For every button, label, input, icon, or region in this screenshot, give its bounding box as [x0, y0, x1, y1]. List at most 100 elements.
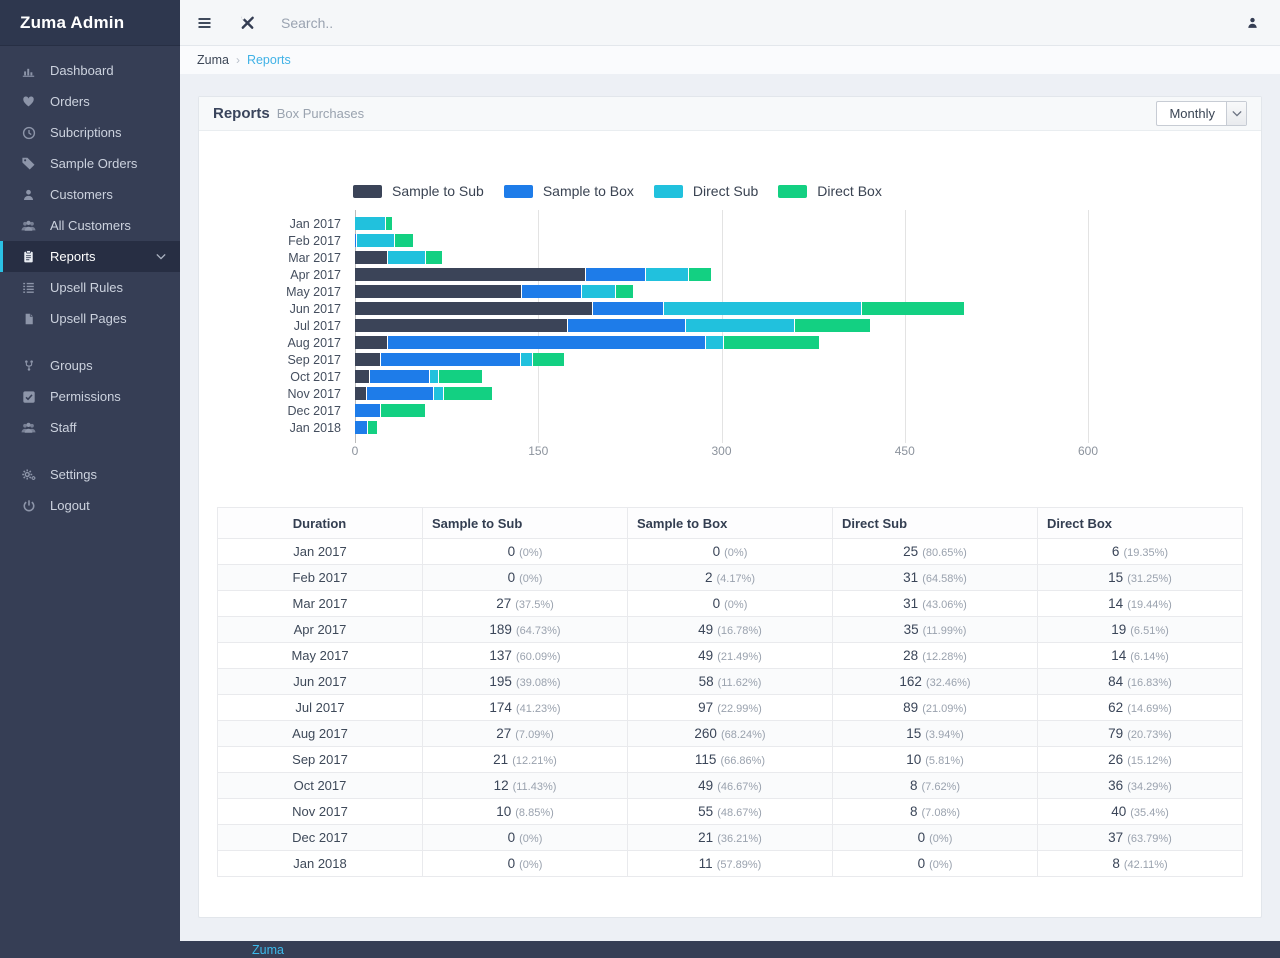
bar-segment-sample-to-box	[567, 319, 687, 332]
chart-legend: Sample to Sub Sample to Box Direct Sub Dire…	[353, 183, 1243, 199]
cell-value: 260	[694, 725, 717, 741]
sidebar-item-upsell-pages[interactable]: Upsell Pages	[0, 303, 180, 334]
cell-percentage: (0%)	[724, 598, 748, 611]
cell-value: 0	[507, 569, 516, 585]
sidebar-item-logout[interactable]: Logout	[0, 490, 180, 521]
cell-percentage: (64.73%)	[515, 624, 561, 637]
value-cell: 10 (5.81%)	[832, 746, 1038, 773]
cell-value: 97	[698, 699, 714, 715]
period-select-value: Monthly	[1169, 106, 1215, 121]
card-title: Reports	[213, 105, 270, 122]
sidebar-item-label: Sample Orders	[50, 156, 138, 171]
value-cell: 62 (14.69%)	[1037, 694, 1243, 721]
cell-value: 27	[496, 725, 512, 741]
bar-segment-direct-box	[380, 404, 426, 417]
cell-value: 0	[712, 543, 721, 559]
sidebar-item-label: Upsell Rules	[50, 280, 123, 295]
cell-percentage: (60.09%)	[515, 650, 561, 663]
cell-value: 189	[489, 621, 512, 637]
cell-percentage: (7.62%)	[921, 780, 961, 793]
duration-cell: Jul 2017	[217, 694, 423, 721]
duration-cell: Nov 2017	[217, 798, 423, 825]
bar-segment-sample-to-box	[355, 404, 381, 417]
bar-segment-sample-to-box	[367, 387, 435, 400]
app-title: Zuma Admin	[20, 12, 125, 32]
duration-cell: May 2017	[217, 642, 423, 669]
chart-bar-row: Apr 2017	[217, 266, 1243, 283]
sidebar-item-permissions[interactable]: Permissions	[0, 381, 180, 412]
bar-segment-direct-box	[688, 268, 712, 281]
bar-segment-direct-sub	[705, 336, 724, 349]
value-cell: 58 (11.62%)	[627, 668, 833, 695]
value-cell: 8 (7.08%)	[832, 798, 1038, 825]
sidebar-item-customers[interactable]: Customers	[0, 179, 180, 210]
chart-category-label: Nov 2017	[287, 386, 341, 401]
chart-gridline	[904, 210, 906, 443]
sidebar-item-label: Orders	[50, 94, 90, 109]
value-cell: 40 (35.4%)	[1037, 798, 1243, 825]
cell-percentage: (12.21%)	[512, 754, 557, 767]
value-cell: 0 (0%)	[832, 824, 1038, 851]
cell-percentage: (0%)	[519, 546, 543, 559]
table-row: Jan 2018 0 (0%) 11 (57.89%) 0 (0%) 8 (42.11%)	[217, 850, 1243, 877]
search-input[interactable]	[279, 13, 599, 32]
cell-value: 58	[698, 673, 714, 689]
cell-percentage: (0%)	[519, 832, 543, 845]
stacked-bar	[355, 421, 1088, 434]
cell-percentage: (46.67%)	[717, 780, 762, 793]
cell-percentage: (63.79%)	[1127, 832, 1172, 845]
value-cell: 15 (3.94%)	[832, 720, 1038, 747]
chart-bar-row: Jul 2017	[217, 317, 1243, 334]
sidebar-item-staff[interactable]: Staff	[0, 412, 180, 443]
clipboard-icon	[20, 249, 37, 265]
tags-icon	[20, 156, 37, 172]
value-cell: 35 (11.99%)	[832, 616, 1038, 643]
bar-segment-sample-to-box	[522, 285, 583, 298]
bar-segment-direct-box	[385, 217, 393, 230]
value-cell: 2 (4.17%)	[627, 564, 833, 591]
cell-value: 195	[489, 673, 512, 689]
sidebar-item-all-customers[interactable]: All Customers	[0, 210, 180, 241]
page-content: Reports Box Purchases Monthly Sample to …	[180, 74, 1280, 941]
chart-bar-row: Dec 2017	[217, 402, 1243, 419]
legend-label: Sample to Sub	[392, 183, 484, 199]
sidebar-item-reports[interactable]: Reports	[0, 241, 180, 272]
stacked-bar	[355, 404, 1088, 417]
chart-category-label: Feb 2017	[288, 233, 341, 248]
sidebar-item-groups[interactable]: Groups	[0, 350, 180, 381]
value-cell: 6 (19.35%)	[1037, 538, 1243, 565]
period-select[interactable]: Monthly	[1156, 101, 1247, 126]
cell-value: 36	[1108, 777, 1124, 793]
heart-icon	[20, 94, 37, 110]
cell-percentage: (19.35%)	[1123, 546, 1169, 559]
chevron-down-icon	[1226, 102, 1246, 125]
duration-cell: Feb 2017	[217, 564, 423, 591]
bar-segment-sample-to-box	[380, 353, 522, 366]
legend-item: Sample to Box	[503, 183, 634, 199]
sidebar-item-dashboard[interactable]: Dashboard	[0, 55, 180, 86]
breadcrumb-root-link[interactable]: Zuma	[197, 53, 229, 67]
value-cell: 195 (39.08%)	[422, 668, 628, 695]
bar-segment-sample-to-box	[355, 234, 358, 247]
sidebar-item-sample-orders[interactable]: Sample Orders	[0, 148, 180, 179]
breadcrumb-current-link[interactable]: Reports	[246, 53, 291, 67]
user-account-icon[interactable]	[1246, 16, 1259, 30]
sidebar-item-settings[interactable]: Settings	[0, 459, 180, 490]
wrench-tools-icon[interactable]	[240, 15, 255, 30]
table-header-duration: Duration	[217, 507, 423, 539]
duration-cell: Jan 2017	[217, 538, 423, 565]
duration-cell: Aug 2017	[217, 720, 423, 747]
sidebar-item-orders[interactable]: Orders	[0, 86, 180, 117]
table-row: May 2017 137 (60.09%) 49 (21.49%) 28 (12.28%) 1…	[217, 642, 1243, 669]
cell-value: 11	[698, 855, 713, 871]
footer-zuma-link[interactable]: Zuma	[252, 942, 284, 957]
table-row: Feb 2017 0 (0%) 2 (4.17%) 31 (64.58%) 15 (31.25%…	[217, 564, 1243, 591]
chart-category-label: Jul 2017	[293, 318, 341, 333]
hamburger-menu-icon[interactable]	[196, 15, 213, 31]
sidebar-group-divider	[0, 443, 180, 459]
sidebar-item-subcriptions[interactable]: Subcriptions	[0, 117, 180, 148]
sidebar-item-upsell-rules[interactable]: Upsell Rules	[0, 272, 180, 303]
sidebar-item-label: Dashboard	[50, 63, 114, 78]
legend-item: Direct Box	[778, 183, 882, 199]
bar-segment-direct-box	[616, 285, 634, 298]
